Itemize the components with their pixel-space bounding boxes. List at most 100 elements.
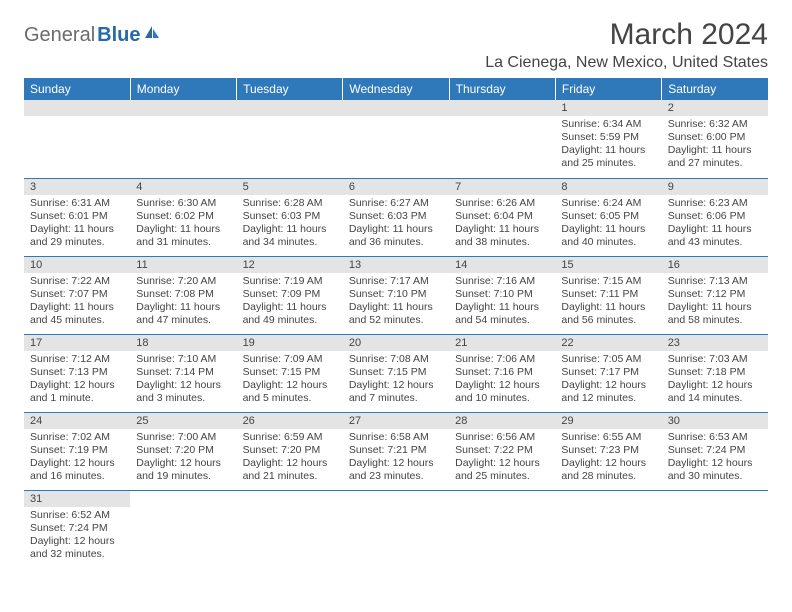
calendar-cell: 23Sunrise: 7:03 AMSunset: 7:18 PMDayligh… (662, 334, 768, 412)
header: General Blue March 2024 La Cienega, New … (24, 18, 768, 72)
day-detail: Sunrise: 6:26 AMSunset: 6:04 PMDaylight:… (449, 195, 555, 254)
logo-text-general: General (24, 24, 95, 47)
calendar-cell: 29Sunrise: 6:55 AMSunset: 7:23 PMDayligh… (555, 412, 661, 490)
day-number: 15 (555, 257, 661, 273)
day-detail: Sunrise: 6:30 AMSunset: 6:02 PMDaylight:… (130, 195, 236, 254)
day-number: 24 (24, 413, 130, 429)
calendar-cell: 16Sunrise: 7:13 AMSunset: 7:12 PMDayligh… (662, 256, 768, 334)
calendar-cell: 19Sunrise: 7:09 AMSunset: 7:15 PMDayligh… (237, 334, 343, 412)
day-detail: Sunrise: 7:10 AMSunset: 7:14 PMDaylight:… (130, 351, 236, 410)
calendar-cell (555, 490, 661, 568)
day-detail: Sunrise: 7:22 AMSunset: 7:07 PMDaylight:… (24, 273, 130, 332)
calendar-cell: 15Sunrise: 7:15 AMSunset: 7:11 PMDayligh… (555, 256, 661, 334)
day-detail: Sunrise: 7:06 AMSunset: 7:16 PMDaylight:… (449, 351, 555, 410)
empty-day-bar (237, 100, 343, 116)
day-number: 2 (662, 100, 768, 116)
calendar-cell: 4Sunrise: 6:30 AMSunset: 6:02 PMDaylight… (130, 178, 236, 256)
calendar-cell (662, 490, 768, 568)
day-number: 1 (555, 100, 661, 116)
calendar-cell (449, 100, 555, 178)
calendar-cell: 10Sunrise: 7:22 AMSunset: 7:07 PMDayligh… (24, 256, 130, 334)
day-number: 21 (449, 335, 555, 351)
day-number: 7 (449, 179, 555, 195)
calendar-cell: 27Sunrise: 6:58 AMSunset: 7:21 PMDayligh… (343, 412, 449, 490)
calendar-cell: 20Sunrise: 7:08 AMSunset: 7:15 PMDayligh… (343, 334, 449, 412)
day-number: 26 (237, 413, 343, 429)
day-detail: Sunrise: 6:52 AMSunset: 7:24 PMDaylight:… (24, 507, 130, 566)
calendar-cell (449, 490, 555, 568)
day-number: 18 (130, 335, 236, 351)
day-detail: Sunrise: 7:17 AMSunset: 7:10 PMDaylight:… (343, 273, 449, 332)
day-number: 23 (662, 335, 768, 351)
calendar-row: 3Sunrise: 6:31 AMSunset: 6:01 PMDaylight… (24, 178, 768, 256)
weekday-header: Friday (555, 78, 661, 100)
calendar-cell: 3Sunrise: 6:31 AMSunset: 6:01 PMDaylight… (24, 178, 130, 256)
day-number: 3 (24, 179, 130, 195)
calendar-cell: 21Sunrise: 7:06 AMSunset: 7:16 PMDayligh… (449, 334, 555, 412)
weekday-header: Saturday (662, 78, 768, 100)
calendar-cell: 14Sunrise: 7:16 AMSunset: 7:10 PMDayligh… (449, 256, 555, 334)
calendar-cell: 7Sunrise: 6:26 AMSunset: 6:04 PMDaylight… (449, 178, 555, 256)
day-number: 28 (449, 413, 555, 429)
day-number: 20 (343, 335, 449, 351)
day-detail: Sunrise: 7:20 AMSunset: 7:08 PMDaylight:… (130, 273, 236, 332)
day-number: 5 (237, 179, 343, 195)
calendar-cell: 25Sunrise: 7:00 AMSunset: 7:20 PMDayligh… (130, 412, 236, 490)
calendar-table: SundayMondayTuesdayWednesdayThursdayFrid… (24, 78, 768, 568)
day-detail: Sunrise: 6:53 AMSunset: 7:24 PMDaylight:… (662, 429, 768, 488)
calendar-cell: 18Sunrise: 7:10 AMSunset: 7:14 PMDayligh… (130, 334, 236, 412)
day-number: 14 (449, 257, 555, 273)
day-detail: Sunrise: 6:34 AMSunset: 5:59 PMDaylight:… (555, 116, 661, 175)
calendar-cell (237, 100, 343, 178)
title-block: March 2024 La Cienega, New Mexico, Unite… (485, 18, 768, 72)
month-title: March 2024 (485, 18, 768, 52)
empty-day-bar (343, 100, 449, 116)
calendar-cell: 8Sunrise: 6:24 AMSunset: 6:05 PMDaylight… (555, 178, 661, 256)
logo: General Blue (24, 24, 160, 47)
calendar-cell: 24Sunrise: 7:02 AMSunset: 7:19 PMDayligh… (24, 412, 130, 490)
calendar-cell: 28Sunrise: 6:56 AMSunset: 7:22 PMDayligh… (449, 412, 555, 490)
calendar-cell (343, 490, 449, 568)
day-number: 9 (662, 179, 768, 195)
weekday-header: Monday (130, 78, 236, 100)
calendar-cell: 5Sunrise: 6:28 AMSunset: 6:03 PMDaylight… (237, 178, 343, 256)
day-number: 30 (662, 413, 768, 429)
day-number: 27 (343, 413, 449, 429)
weekday-header: Wednesday (343, 78, 449, 100)
day-detail: Sunrise: 7:05 AMSunset: 7:17 PMDaylight:… (555, 351, 661, 410)
weekday-header: Thursday (449, 78, 555, 100)
day-number: 8 (555, 179, 661, 195)
day-number: 22 (555, 335, 661, 351)
location: La Cienega, New Mexico, United States (485, 54, 768, 72)
calendar-cell (343, 100, 449, 178)
empty-day-bar (130, 100, 236, 116)
day-number: 19 (237, 335, 343, 351)
day-detail: Sunrise: 7:12 AMSunset: 7:13 PMDaylight:… (24, 351, 130, 410)
day-detail: Sunrise: 6:28 AMSunset: 6:03 PMDaylight:… (237, 195, 343, 254)
day-number: 12 (237, 257, 343, 273)
day-number: 10 (24, 257, 130, 273)
day-detail: Sunrise: 7:16 AMSunset: 7:10 PMDaylight:… (449, 273, 555, 332)
calendar-cell (237, 490, 343, 568)
day-number: 17 (24, 335, 130, 351)
day-detail: Sunrise: 7:13 AMSunset: 7:12 PMDaylight:… (662, 273, 768, 332)
calendar-cell: 12Sunrise: 7:19 AMSunset: 7:09 PMDayligh… (237, 256, 343, 334)
day-number: 11 (130, 257, 236, 273)
calendar-cell (130, 490, 236, 568)
day-detail: Sunrise: 6:23 AMSunset: 6:06 PMDaylight:… (662, 195, 768, 254)
weekday-header-row: SundayMondayTuesdayWednesdayThursdayFrid… (24, 78, 768, 100)
day-detail: Sunrise: 6:55 AMSunset: 7:23 PMDaylight:… (555, 429, 661, 488)
day-detail: Sunrise: 7:00 AMSunset: 7:20 PMDaylight:… (130, 429, 236, 488)
day-detail: Sunrise: 6:31 AMSunset: 6:01 PMDaylight:… (24, 195, 130, 254)
calendar-cell: 30Sunrise: 6:53 AMSunset: 7:24 PMDayligh… (662, 412, 768, 490)
calendar-cell: 26Sunrise: 6:59 AMSunset: 7:20 PMDayligh… (237, 412, 343, 490)
weekday-header: Tuesday (237, 78, 343, 100)
empty-day-bar (449, 100, 555, 116)
day-detail: Sunrise: 6:58 AMSunset: 7:21 PMDaylight:… (343, 429, 449, 488)
day-detail: Sunrise: 6:32 AMSunset: 6:00 PMDaylight:… (662, 116, 768, 175)
calendar-row: 10Sunrise: 7:22 AMSunset: 7:07 PMDayligh… (24, 256, 768, 334)
day-detail: Sunrise: 6:59 AMSunset: 7:20 PMDaylight:… (237, 429, 343, 488)
calendar-body: 1Sunrise: 6:34 AMSunset: 5:59 PMDaylight… (24, 100, 768, 568)
day-detail: Sunrise: 7:15 AMSunset: 7:11 PMDaylight:… (555, 273, 661, 332)
day-detail: Sunrise: 6:24 AMSunset: 6:05 PMDaylight:… (555, 195, 661, 254)
